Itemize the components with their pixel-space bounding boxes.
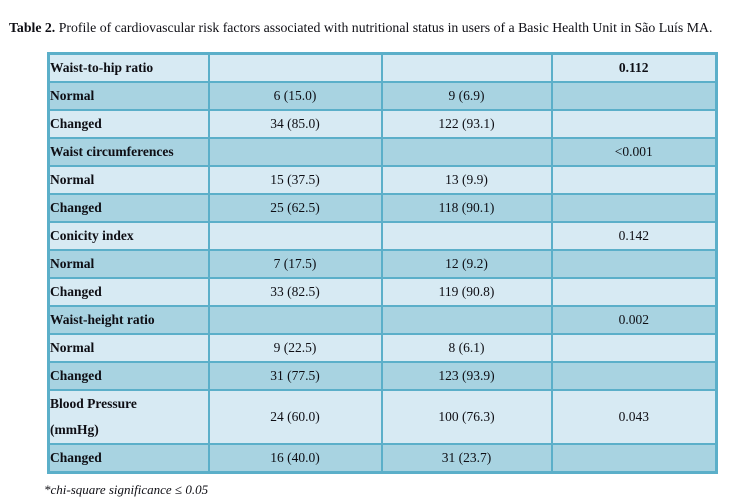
row-label-cell: Waist-to-hip ratio <box>47 52 210 83</box>
table-caption: Table 2. Profile of cardiovascular risk … <box>9 18 748 37</box>
table-row: Changed 31 (77.5) 123 (93.9) <box>47 361 718 391</box>
table-body: Waist-to-hip ratio 0.112 Normal 6 (15.0)… <box>47 52 718 474</box>
row-label-cell: Normal <box>47 333 210 363</box>
group1-value-cell <box>207 221 383 251</box>
footnote: *chi-square significance ≤ 0.05 <box>44 482 209 497</box>
row-label-cell: Changed <box>47 277 210 307</box>
row-label-cell: Blood Pressure (mmHg) <box>47 389 210 445</box>
table-row: Changed 16 (40.0) 31 (23.7) <box>47 443 718 474</box>
risk-factors-table: Waist-to-hip ratio 0.112 Normal 6 (15.0)… <box>47 52 718 474</box>
group2-value-cell: 31 (23.7) <box>380 443 553 474</box>
group2-value-cell: 13 (9.9) <box>380 165 553 195</box>
table-row: Changed 25 (62.5) 118 (90.1) <box>47 193 718 223</box>
p-value-cell <box>550 361 718 391</box>
p-value-cell <box>550 81 718 111</box>
group2-value-cell <box>380 137 553 167</box>
p-value-cell <box>550 165 718 195</box>
table-row: Conicity index 0.142 <box>47 221 718 251</box>
p-value-cell <box>550 109 718 139</box>
row-label-cell: Waist-height ratio <box>47 305 210 335</box>
table-row: Waist circumferences <0.001 <box>47 137 718 167</box>
p-value-cell <box>550 277 718 307</box>
table-row: Changed 34 (85.0) 122 (93.1) <box>47 109 718 139</box>
risk-factors-table-container: Waist-to-hip ratio 0.112 Normal 6 (15.0)… <box>47 52 718 474</box>
row-label-cell: Normal <box>47 81 210 111</box>
table-row: Normal 9 (22.5) 8 (6.1) <box>47 333 718 363</box>
group1-value-cell: 9 (22.5) <box>207 333 383 363</box>
table-row: Changed 33 (82.5) 119 (90.8) <box>47 277 718 307</box>
group2-value-cell <box>380 221 553 251</box>
row-label-cell: Normal <box>47 249 210 279</box>
row-label-cell: Changed <box>47 443 210 474</box>
group2-value-cell: 9 (6.9) <box>380 81 553 111</box>
group2-value-cell: 8 (6.1) <box>380 333 553 363</box>
row-label-cell: Changed <box>47 193 210 223</box>
group1-value-cell: 34 (85.0) <box>207 109 383 139</box>
group1-value-cell: 24 (60.0) <box>207 389 383 445</box>
row-label-cell: Normal <box>47 165 210 195</box>
group2-value-cell <box>380 305 553 335</box>
group1-value-cell: 15 (37.5) <box>207 165 383 195</box>
group2-value-cell: 100 (76.3) <box>380 389 553 445</box>
group2-value-cell: 119 (90.8) <box>380 277 553 307</box>
row-label-cell: Changed <box>47 109 210 139</box>
p-value-cell <box>550 193 718 223</box>
row-label-cell: Changed <box>47 361 210 391</box>
row-label-cell: Conicity index <box>47 221 210 251</box>
group2-value-cell: 12 (9.2) <box>380 249 553 279</box>
group1-value-cell: 7 (17.5) <box>207 249 383 279</box>
p-value-cell <box>550 333 718 363</box>
p-value-cell: 0.043 <box>550 389 718 445</box>
p-value-cell: <0.001 <box>550 137 718 167</box>
p-value-cell: 0.142 <box>550 221 718 251</box>
table-row: Normal 6 (15.0) 9 (6.9) <box>47 81 718 111</box>
p-value-cell: 0.112 <box>550 52 718 83</box>
group1-value-cell: 31 (77.5) <box>207 361 383 391</box>
table-row: Waist-to-hip ratio 0.112 <box>47 52 718 83</box>
group1-value-cell <box>207 305 383 335</box>
table-row: Normal 15 (37.5) 13 (9.9) <box>47 165 718 195</box>
group2-value-cell: 118 (90.1) <box>380 193 553 223</box>
group2-value-cell: 122 (93.1) <box>380 109 553 139</box>
group2-value-cell: 123 (93.9) <box>380 361 553 391</box>
p-value-cell <box>550 249 718 279</box>
p-value-cell <box>550 443 718 474</box>
group1-value-cell <box>207 52 383 83</box>
group1-value-cell <box>207 137 383 167</box>
row-label-cell: Waist circumferences <box>47 137 210 167</box>
p-value-cell: 0.002 <box>550 305 718 335</box>
table-row: Waist-height ratio 0.002 <box>47 305 718 335</box>
table-row: Normal 7 (17.5) 12 (9.2) <box>47 249 718 279</box>
group1-value-cell: 16 (40.0) <box>207 443 383 474</box>
group1-value-cell: 25 (62.5) <box>207 193 383 223</box>
group2-value-cell <box>380 52 553 83</box>
table-row: Blood Pressure (mmHg) 24 (60.0) 100 (76.… <box>47 389 718 445</box>
group1-value-cell: 33 (82.5) <box>207 277 383 307</box>
table-caption-number: Table 2. <box>9 19 56 35</box>
group1-value-cell: 6 (15.0) <box>207 81 383 111</box>
table-caption-text: Profile of cardiovascular risk factors a… <box>55 19 713 35</box>
